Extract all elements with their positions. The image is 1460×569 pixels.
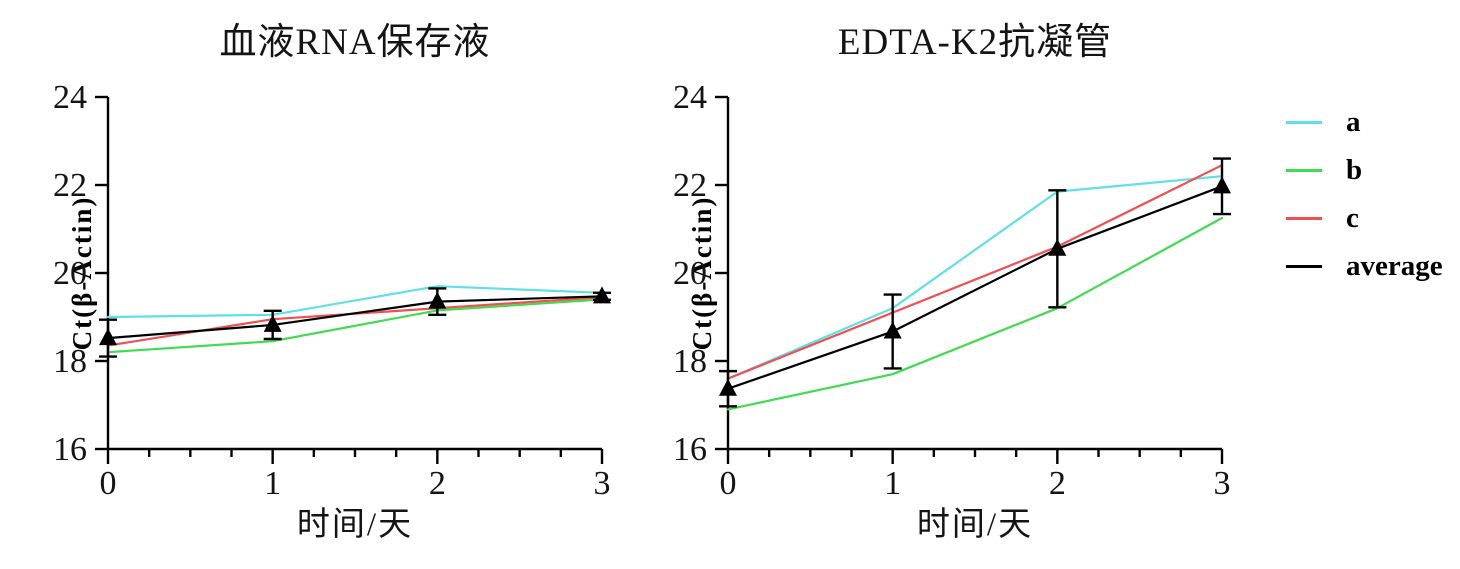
marker-triangle — [1213, 176, 1231, 194]
legend: a b c average — [1286, 98, 1443, 290]
y-tick-label: 22 — [673, 167, 707, 204]
y-tick-label: 20 — [673, 255, 707, 292]
series-line-a — [106, 285, 604, 319]
marker-triangle — [883, 321, 902, 339]
series-line-c — [726, 164, 1224, 380]
x-tick-label: 2 — [429, 465, 446, 502]
legend-line-swatch-average — [1286, 264, 1322, 268]
legend-item-c: c — [1286, 194, 1443, 242]
marker-triangle — [719, 378, 737, 396]
legend-item-a: a — [1286, 98, 1443, 146]
legend-line-swatch-a — [1286, 120, 1322, 124]
series-line-average — [106, 295, 604, 340]
legend-label-c: c — [1346, 201, 1359, 234]
x-tick-label: 3 — [1214, 465, 1231, 502]
x-tick-label: 0 — [720, 465, 737, 502]
chart-edta-k2-tube: EDTA-K2抗凝管 Ct(β-Actin) 16 18 20 22 24 0 1 2 3 时间… — [620, 0, 1280, 569]
marker-triangle — [593, 286, 611, 304]
y-tick-label: 18 — [53, 343, 87, 380]
chart-title-left: 血液RNA保存液 — [219, 22, 491, 63]
y-tick-label: 20 — [53, 255, 87, 292]
x-tick-label: 2 — [1049, 465, 1066, 502]
x-axis-label-right: 时间/天 — [916, 507, 1034, 543]
plot-area-right: 16 18 20 22 24 0 1 2 3 — [673, 79, 1231, 502]
x-tick-label: 1 — [884, 465, 901, 502]
marker-triangle — [263, 314, 282, 332]
legend-label-b: b — [1346, 153, 1363, 186]
series-line-b — [726, 216, 1224, 411]
series-line-b — [106, 298, 604, 354]
legend-line-swatch-b — [1286, 168, 1322, 172]
x-tick-label: 3 — [594, 465, 611, 502]
legend-label-a: a — [1346, 105, 1361, 138]
y-tick-label: 16 — [673, 431, 707, 468]
x-tick-label: 1 — [264, 465, 281, 502]
y-tick-label: 18 — [673, 343, 707, 380]
legend-item-average: average — [1286, 242, 1443, 290]
legend-label-average: average — [1346, 249, 1443, 282]
series-line-average — [726, 185, 1224, 390]
chart-title-right: EDTA-K2抗凝管 — [837, 22, 1113, 63]
y-tick-label: 24 — [53, 79, 87, 116]
marker-triangle — [1048, 238, 1067, 256]
x-axis-label-left: 时间/天 — [296, 507, 414, 543]
plot-area-left: 16 18 20 22 24 0 1 2 3 — [53, 79, 611, 502]
series-line-a — [726, 175, 1224, 380]
y-tick-label: 22 — [53, 167, 87, 204]
marker-triangle — [99, 328, 117, 346]
marker-triangle — [428, 291, 447, 309]
chart-blood-rna-preservative: 血液RNA保存液 Ct(β-Actin) 16 18 20 22 24 0 1 2 3 时间/天 — [0, 0, 660, 569]
x-tick-label: 0 — [100, 465, 117, 502]
legend-line-swatch-c — [1286, 216, 1322, 220]
legend-item-b: b — [1286, 146, 1443, 194]
y-tick-label: 24 — [673, 79, 707, 116]
y-tick-label: 16 — [53, 431, 87, 468]
